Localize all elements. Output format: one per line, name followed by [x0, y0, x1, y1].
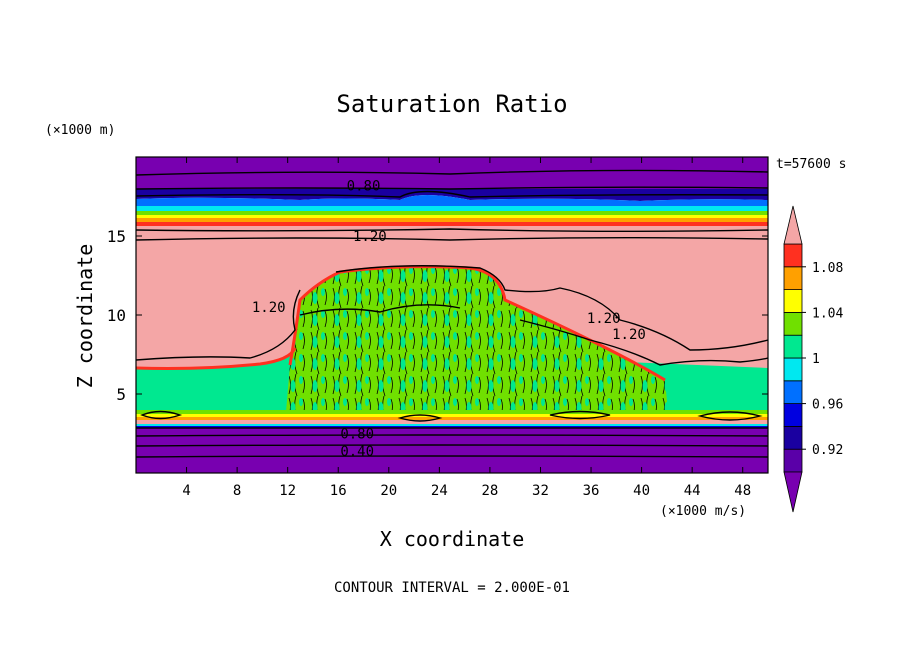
x-tick-label: 16 [330, 483, 347, 499]
colorbar-segment [783, 311, 803, 336]
contour-label: 1.20 [252, 300, 286, 316]
x-tick-label: 24 [431, 483, 448, 499]
y-unit-label: (×1000 m) [45, 123, 115, 138]
contour-label: 1.20 [587, 311, 621, 327]
x-axis-ticks: 4 8 12 16 20 24 28 32 36 40 44 48 [182, 157, 751, 499]
colorbar-segment [783, 425, 803, 450]
colorbar-segment [783, 403, 803, 427]
upper-red-band [136, 222, 768, 226]
x-tick-label: 44 [684, 483, 701, 499]
colorbar-segment [783, 289, 803, 313]
colorbar-segment [783, 380, 803, 404]
x-unit-label: (×1000 m/s) [660, 504, 746, 519]
colorbar-label: 0.96 [812, 398, 843, 413]
upper-orange-band [136, 218, 768, 222]
colorbar-label: 1.04 [812, 306, 843, 321]
cloud-core [286, 266, 668, 416]
x-tick-label: 20 [380, 483, 397, 499]
contour-label: 1.20 [353, 229, 387, 245]
contour-label: 0.80 [347, 178, 381, 194]
x-tick-label: 36 [583, 483, 600, 499]
contour-label: 1.20 [612, 327, 646, 343]
time-label: t=57600 s [776, 157, 846, 172]
contour-labels: 0.801.201.201.201.200.800.40 [252, 178, 646, 459]
upper-blue-band [136, 195, 768, 206]
y-tick-label: 10 [107, 306, 126, 325]
lower-green-band [136, 410, 768, 414]
colorbar-segment [783, 357, 803, 382]
x-tick-label: 40 [633, 483, 650, 499]
x-tick-label: 28 [481, 483, 498, 499]
saturation-field [136, 157, 768, 473]
colorbar-label: 1 [812, 352, 820, 367]
lower-blue-band [136, 426, 768, 428]
contour-label: 0.40 [340, 444, 374, 460]
colorbar-segment [783, 266, 803, 290]
colorbar-segment [783, 448, 803, 473]
y-tick-label: 5 [116, 385, 126, 404]
x-tick-label: 12 [279, 483, 296, 499]
colorbar-segment [783, 243, 803, 268]
colorbar-upper-arrow [783, 205, 803, 245]
x-axis-label: X coordinate [380, 527, 525, 551]
x-tick-label: 4 [182, 483, 190, 499]
lower-cyan-band [136, 424, 768, 426]
upper-cyan-band [136, 206, 768, 211]
contour-label: 0.80 [340, 427, 374, 443]
contour-lines [136, 169, 768, 458]
colorbar-segment [783, 334, 803, 359]
y-tick-label: 15 [107, 227, 126, 246]
colorbar-label: 0.92 [812, 443, 843, 458]
lower-pink-band [136, 420, 768, 424]
x-tick-label: 8 [233, 483, 241, 499]
cloud-base-boundary [136, 347, 297, 370]
colorbar-lower-arrow [783, 471, 803, 513]
upper-gradient-bands [136, 189, 768, 201]
x-tick-label: 48 [734, 483, 751, 499]
upper-yellow-band [136, 215, 768, 218]
colorbar: 0.92 0.96 1 1.04 1.08 [783, 205, 843, 513]
lower-yellow-band [136, 414, 768, 417]
y-axis-ticks: 5 10 15 [107, 227, 768, 404]
chart-title: Saturation Ratio [336, 90, 567, 118]
y-axis-label: Z coordinate [73, 244, 97, 389]
upper-green-band [136, 211, 768, 215]
lower-orange-band [136, 417, 768, 420]
colorbar-label: 1.08 [812, 261, 843, 276]
contour-interval-note: CONTOUR INTERVAL = 2.000E-01 [334, 580, 570, 596]
x-tick-label: 32 [532, 483, 549, 499]
